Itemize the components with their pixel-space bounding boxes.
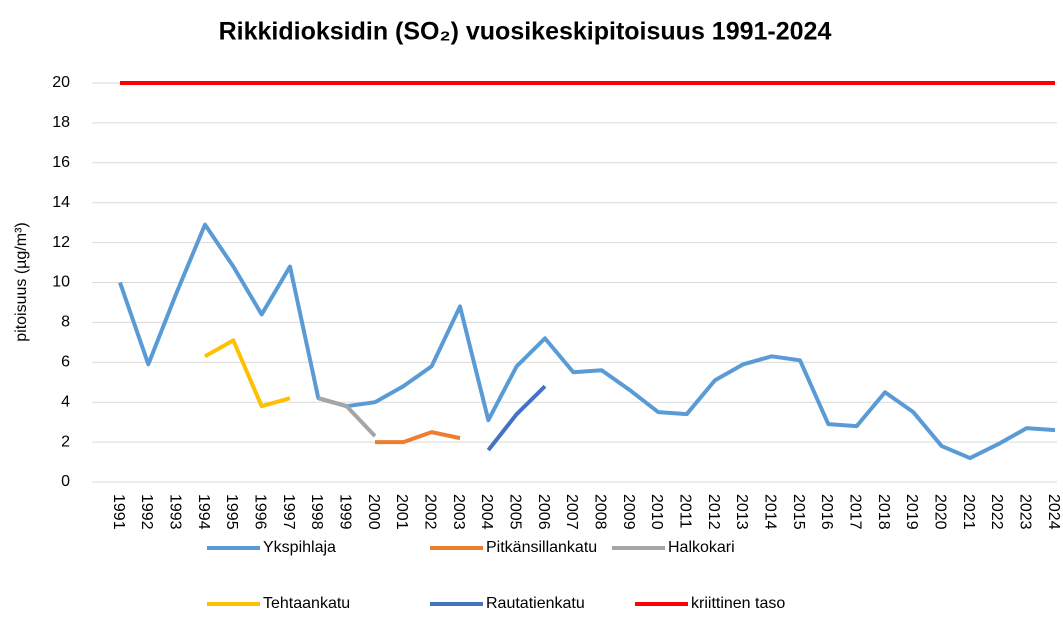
y-tick-label: 0 bbox=[61, 473, 70, 490]
x-tick-label: 2020 bbox=[931, 494, 948, 530]
x-tick-label: 1995 bbox=[223, 494, 240, 530]
x-tick-label: 2012 bbox=[705, 494, 722, 530]
series-line bbox=[118, 222, 1056, 461]
x-tick-label: 1998 bbox=[308, 494, 325, 530]
x-tick-label: 2005 bbox=[506, 494, 523, 530]
y-tick-label: 4 bbox=[61, 393, 70, 410]
x-tick-label: 1991 bbox=[110, 494, 127, 530]
x-tick-label: 2009 bbox=[620, 494, 637, 530]
x-tick-label: 2000 bbox=[365, 494, 382, 530]
x-tick-label: 2003 bbox=[450, 494, 467, 530]
legend-label: Ykspihlaja bbox=[263, 539, 336, 556]
x-tick-label: 2013 bbox=[733, 494, 750, 530]
x-tick-label: 2015 bbox=[790, 494, 807, 530]
x-tick-label: 1994 bbox=[195, 494, 212, 530]
x-tick-label: 1992 bbox=[138, 494, 155, 530]
series-line bbox=[486, 384, 547, 452]
legend-label: Rautatienkatu bbox=[486, 595, 585, 612]
x-tick-label: 2023 bbox=[1016, 494, 1033, 530]
x-tick-label: 2021 bbox=[960, 494, 977, 530]
y-tick-label: 16 bbox=[52, 154, 70, 171]
x-tick-label: 2019 bbox=[903, 494, 920, 530]
x-tick-label: 2022 bbox=[988, 494, 1005, 530]
y-tick-label: 8 bbox=[61, 314, 70, 331]
x-tick-label: 1999 bbox=[336, 494, 353, 530]
series-line bbox=[317, 396, 377, 438]
y-tick-label: 20 bbox=[52, 74, 70, 91]
legend-label: Halkokari bbox=[668, 539, 735, 556]
x-tick-label: 2014 bbox=[761, 494, 778, 530]
x-tick-label: 1993 bbox=[166, 494, 183, 530]
x-tick-label: 2018 bbox=[875, 494, 892, 530]
legend-label: kriittinen taso bbox=[691, 595, 785, 612]
x-tick-label: 2008 bbox=[591, 494, 608, 530]
y-tick-label: 10 bbox=[52, 274, 70, 291]
y-tick-label: 2 bbox=[61, 433, 70, 450]
x-tick-label: 2006 bbox=[535, 494, 552, 530]
x-tick-label: 2016 bbox=[818, 494, 835, 530]
chart-title: Rikkidioksidin (SO₂) vuosikeskipitoisuus… bbox=[219, 18, 832, 46]
y-tick-label: 18 bbox=[52, 114, 70, 131]
x-tick-label: 2002 bbox=[421, 494, 438, 530]
x-tick-label: 2024 bbox=[1045, 494, 1062, 530]
y-tick-label: 14 bbox=[52, 194, 70, 211]
x-tick-label: 2004 bbox=[478, 494, 495, 530]
x-tick-label: 2017 bbox=[846, 494, 863, 530]
y-axis-label: pitoisuus (µg/m³) bbox=[13, 222, 30, 341]
legend-label: Tehtaankatu bbox=[263, 595, 350, 612]
y-tick-label: 6 bbox=[61, 354, 70, 371]
legend-label: Pitkänsillankatu bbox=[486, 539, 597, 556]
x-tick-label: 2007 bbox=[563, 494, 580, 530]
series-line bbox=[375, 430, 461, 445]
x-tick-label: 1996 bbox=[251, 494, 268, 530]
x-tick-label: 2001 bbox=[393, 494, 410, 530]
x-tick-label: 1997 bbox=[280, 494, 297, 530]
y-tick-label: 12 bbox=[52, 234, 70, 251]
x-tick-label: 2011 bbox=[676, 494, 693, 529]
x-tick-label: 2010 bbox=[648, 494, 665, 530]
series-line bbox=[204, 338, 291, 409]
